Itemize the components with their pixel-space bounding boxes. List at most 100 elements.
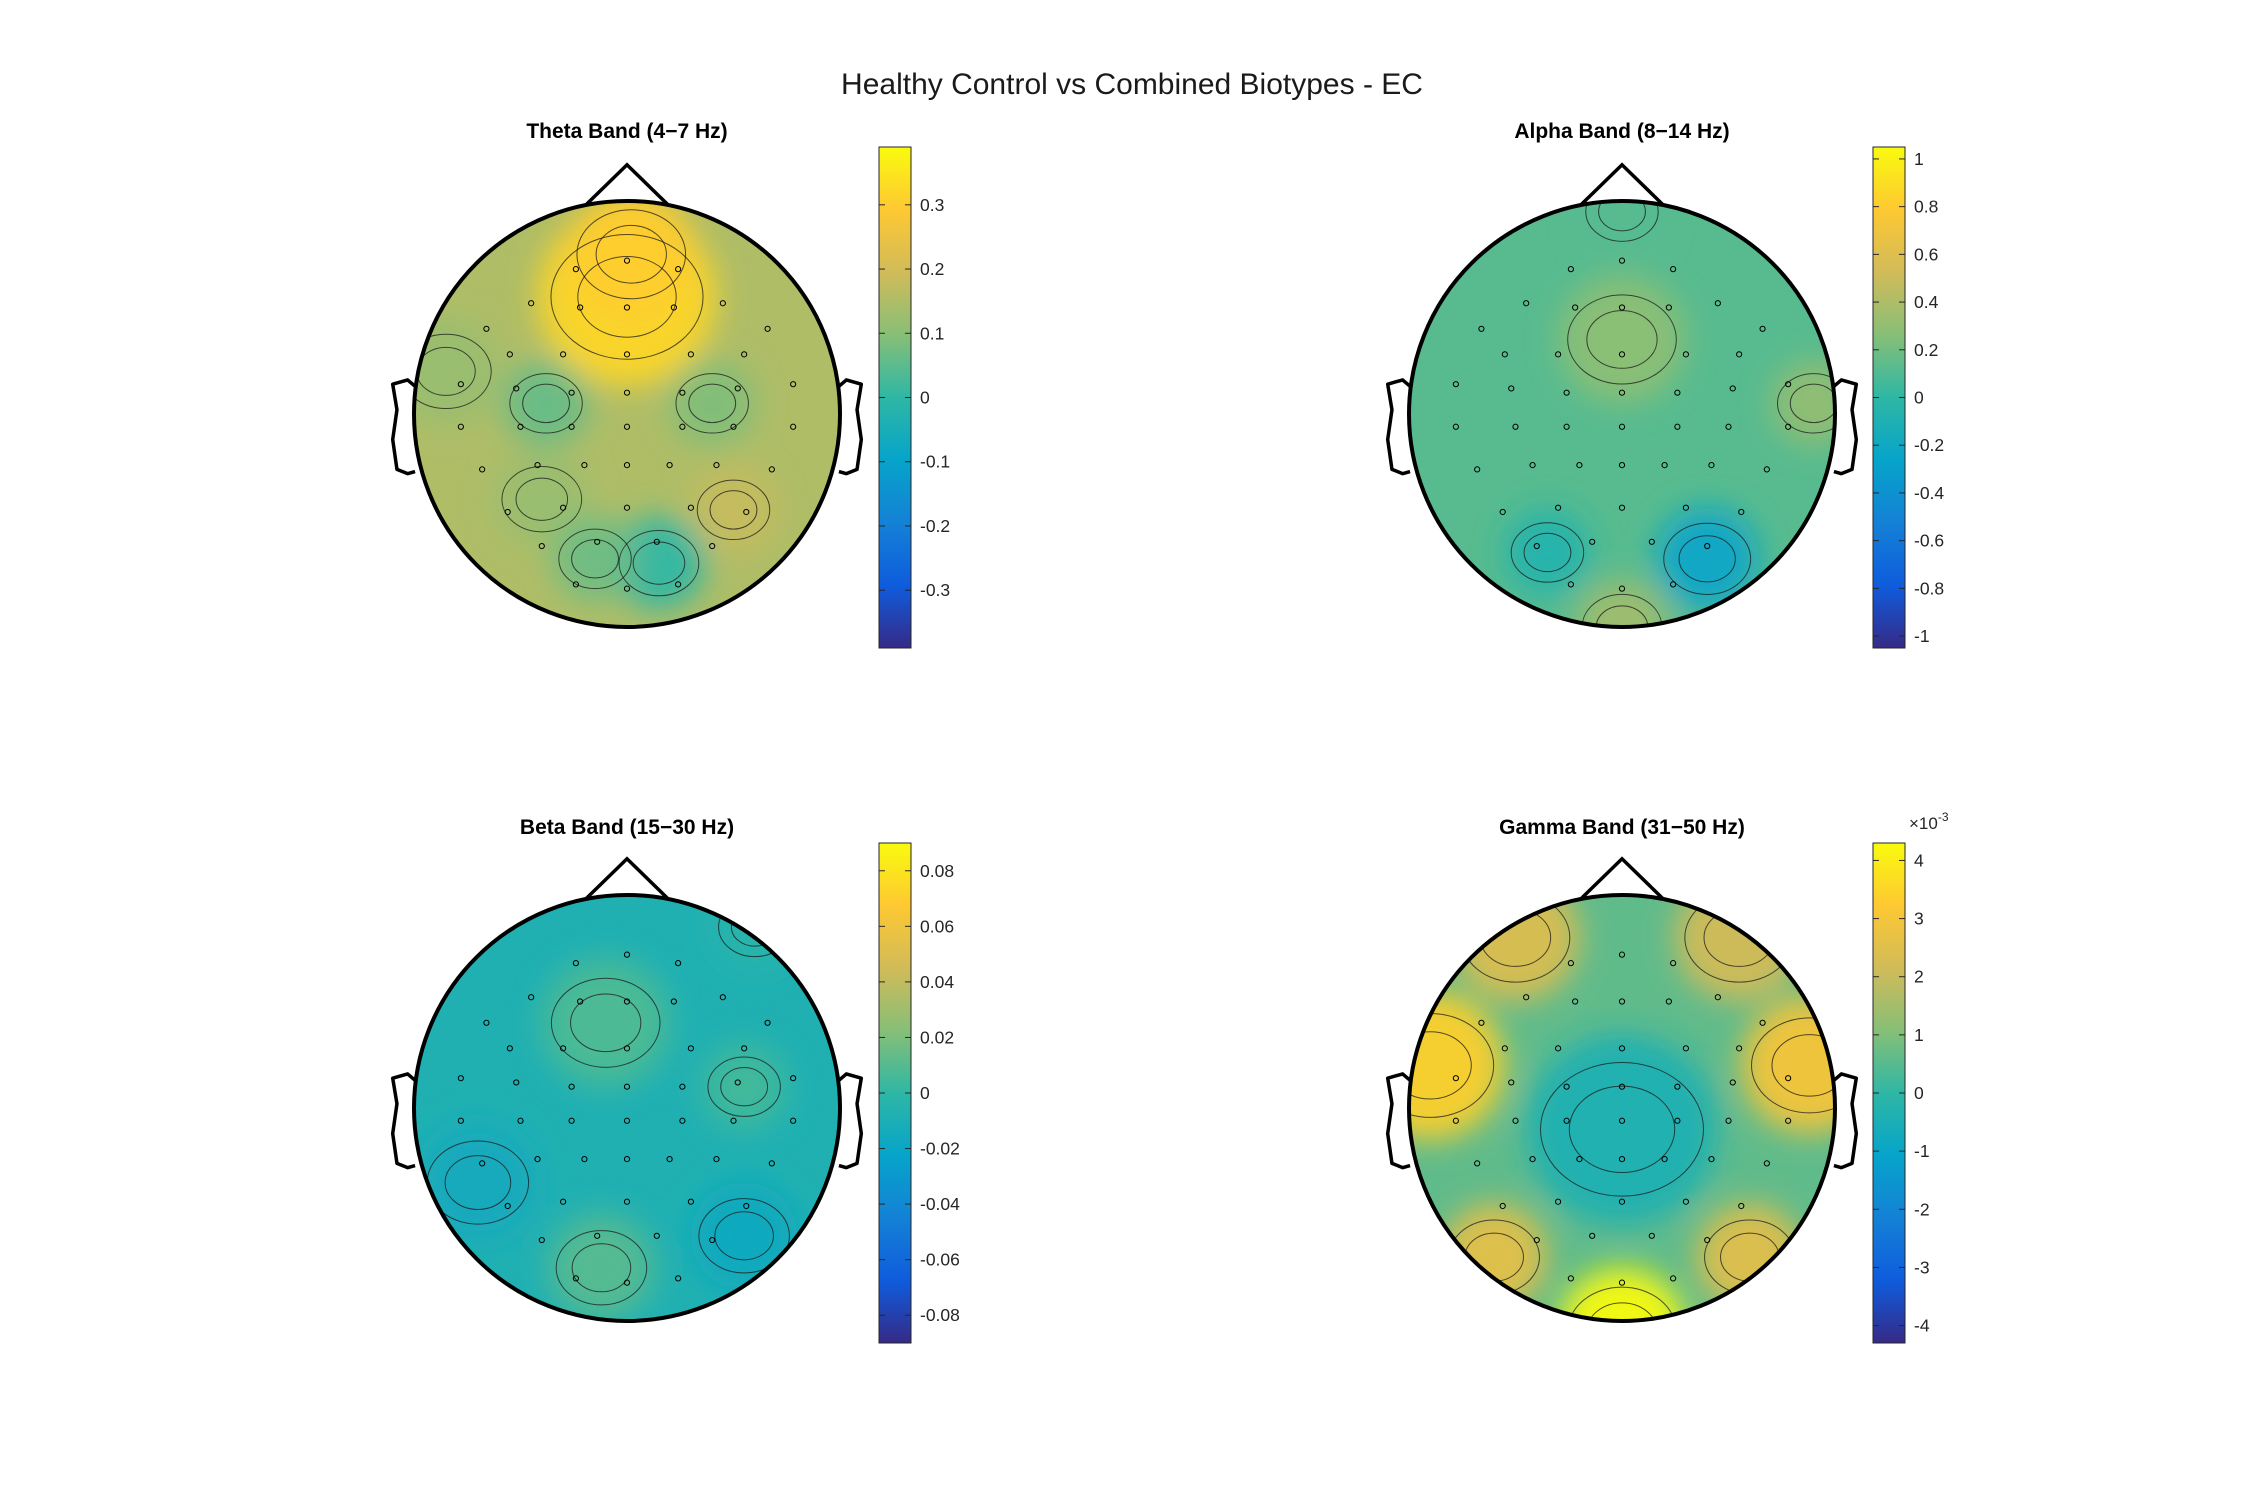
electrode-marker [1682,1198,1690,1205]
electrode-marker [1670,1275,1677,1282]
electrode-marker [670,304,677,311]
electrode-marker [1523,300,1530,307]
field-blob [612,516,706,610]
electrode-marker [1589,1232,1596,1239]
electrode-marker [1618,585,1626,592]
contour-line [1586,1302,1658,1321]
electrode-marker [457,1117,464,1124]
electrode-marker [790,1117,797,1124]
colorbar-tick-label: 0 [1914,1083,1924,1103]
contour-line [1567,294,1677,385]
electrode-marker [1452,381,1459,388]
electrode-marker [764,325,771,332]
electrode-marker [623,998,631,1005]
colorbar-exponent: ×10-3 [1909,810,1949,833]
electrode-marker [1533,1236,1540,1244]
colorbar-tick-label: -0.06 [920,1250,960,1270]
electrode-marker [741,1045,748,1052]
electrode-marker [1618,998,1626,1005]
electrode-marker [572,1275,579,1282]
electrode-marker [623,351,631,358]
electrode-marker [1563,1083,1570,1090]
electrode-marker [1533,542,1540,550]
electrode-marker [1618,1279,1626,1286]
contour-line [550,233,704,360]
electrode-marker [623,1198,631,1205]
electrode-marker [483,1019,490,1026]
electrode-marker [577,998,584,1005]
colorbar-tick-label: 2 [1914,967,1924,987]
electrode-marker [743,508,750,516]
electrode-marker [709,1236,716,1244]
colorbar-tick-label: 0.08 [920,861,954,881]
contour-line [571,1243,632,1293]
field-blob [541,958,670,1087]
electrode-marker [1759,1019,1766,1026]
contour-line [515,477,569,521]
figure-title: Healthy Control vs Combined Biotypes - E… [841,68,1423,101]
electrode-marker [623,951,631,958]
electrode-marker [1714,994,1721,1001]
contour-line [1409,1031,1472,1100]
colorbar-tick-label: 0.8 [1914,197,1938,217]
electrode-marker [1478,325,1485,332]
electrode-marker [1618,951,1626,958]
electrode-marker [1648,538,1655,545]
electrode-marker [581,462,588,469]
electrode-marker [1452,423,1459,430]
field-blob [494,452,589,547]
electrode-marker [675,581,682,588]
electrode-marker [1589,538,1596,545]
electrode-marker [1478,1019,1485,1026]
field-blob [1526,1033,1718,1226]
electrode-marker [687,1198,695,1205]
electrode-marker [1618,1156,1626,1163]
electrode-marker [1708,462,1715,469]
electrode-marker [1618,1117,1626,1124]
electrode-marker [1523,994,1530,1001]
field-background [1409,201,1835,627]
electrode-marker [1508,1079,1515,1086]
colorbar-tick-label: -3 [1914,1257,1930,1277]
head-outline [1407,199,1837,629]
head-outline [1407,893,1837,1323]
electrode-marker [741,351,748,358]
electrode-marker [504,1202,511,1210]
topoplot-panel: Gamma Band (31−50 Hz) 4 3 2 1 0 -1 -2 -3 -4 ×10-3 [1385,810,1949,1344]
electrode-marker [504,508,511,516]
colorbar-tick-label: -0.4 [1914,483,1944,503]
electrode-marker [623,1117,631,1124]
electrode-marker [1785,1075,1792,1082]
electrode-marker [479,466,486,473]
electrode-marker [713,1156,720,1163]
electrode-marker [1736,1045,1743,1052]
topoplot-panel: Alpha Band (8−14 Hz) 1 0.8 0.6 0.4 0.2 0 -0.2 -0… [1385,120,1944,649]
contour-line [1523,532,1572,573]
electrode-marker [517,423,524,430]
colorbar-tick-label: -0.3 [920,580,950,600]
electrode-marker [623,585,631,592]
electrode-marker [534,1156,541,1163]
contour-line [1776,373,1835,434]
contour-line [577,256,677,338]
electrode-marker [581,1156,588,1163]
electrode-marker [1555,1045,1562,1052]
electrode-marker [1572,304,1579,311]
colorbar-tick-label: 1 [1914,1025,1924,1045]
electrode-marker [1618,1198,1626,1205]
contour-line [550,977,661,1068]
electrode-marker [1529,462,1536,469]
electrode-marker [1670,266,1677,273]
colorbar-tick-label: 0.1 [920,323,944,343]
electrode-marker [1682,351,1690,358]
colorbar-tick-label: 0 [920,388,930,408]
electrode-marker [623,462,631,469]
colorbar-tick-label: -0.2 [1914,435,1944,455]
field-blob [1504,509,1591,596]
electrode-marker [623,389,631,396]
electrode-marker [1661,1156,1668,1163]
electrode-marker [679,1117,686,1124]
colorbar-tick-label: -0.02 [920,1139,960,1159]
electrode-marker [1563,1117,1570,1124]
